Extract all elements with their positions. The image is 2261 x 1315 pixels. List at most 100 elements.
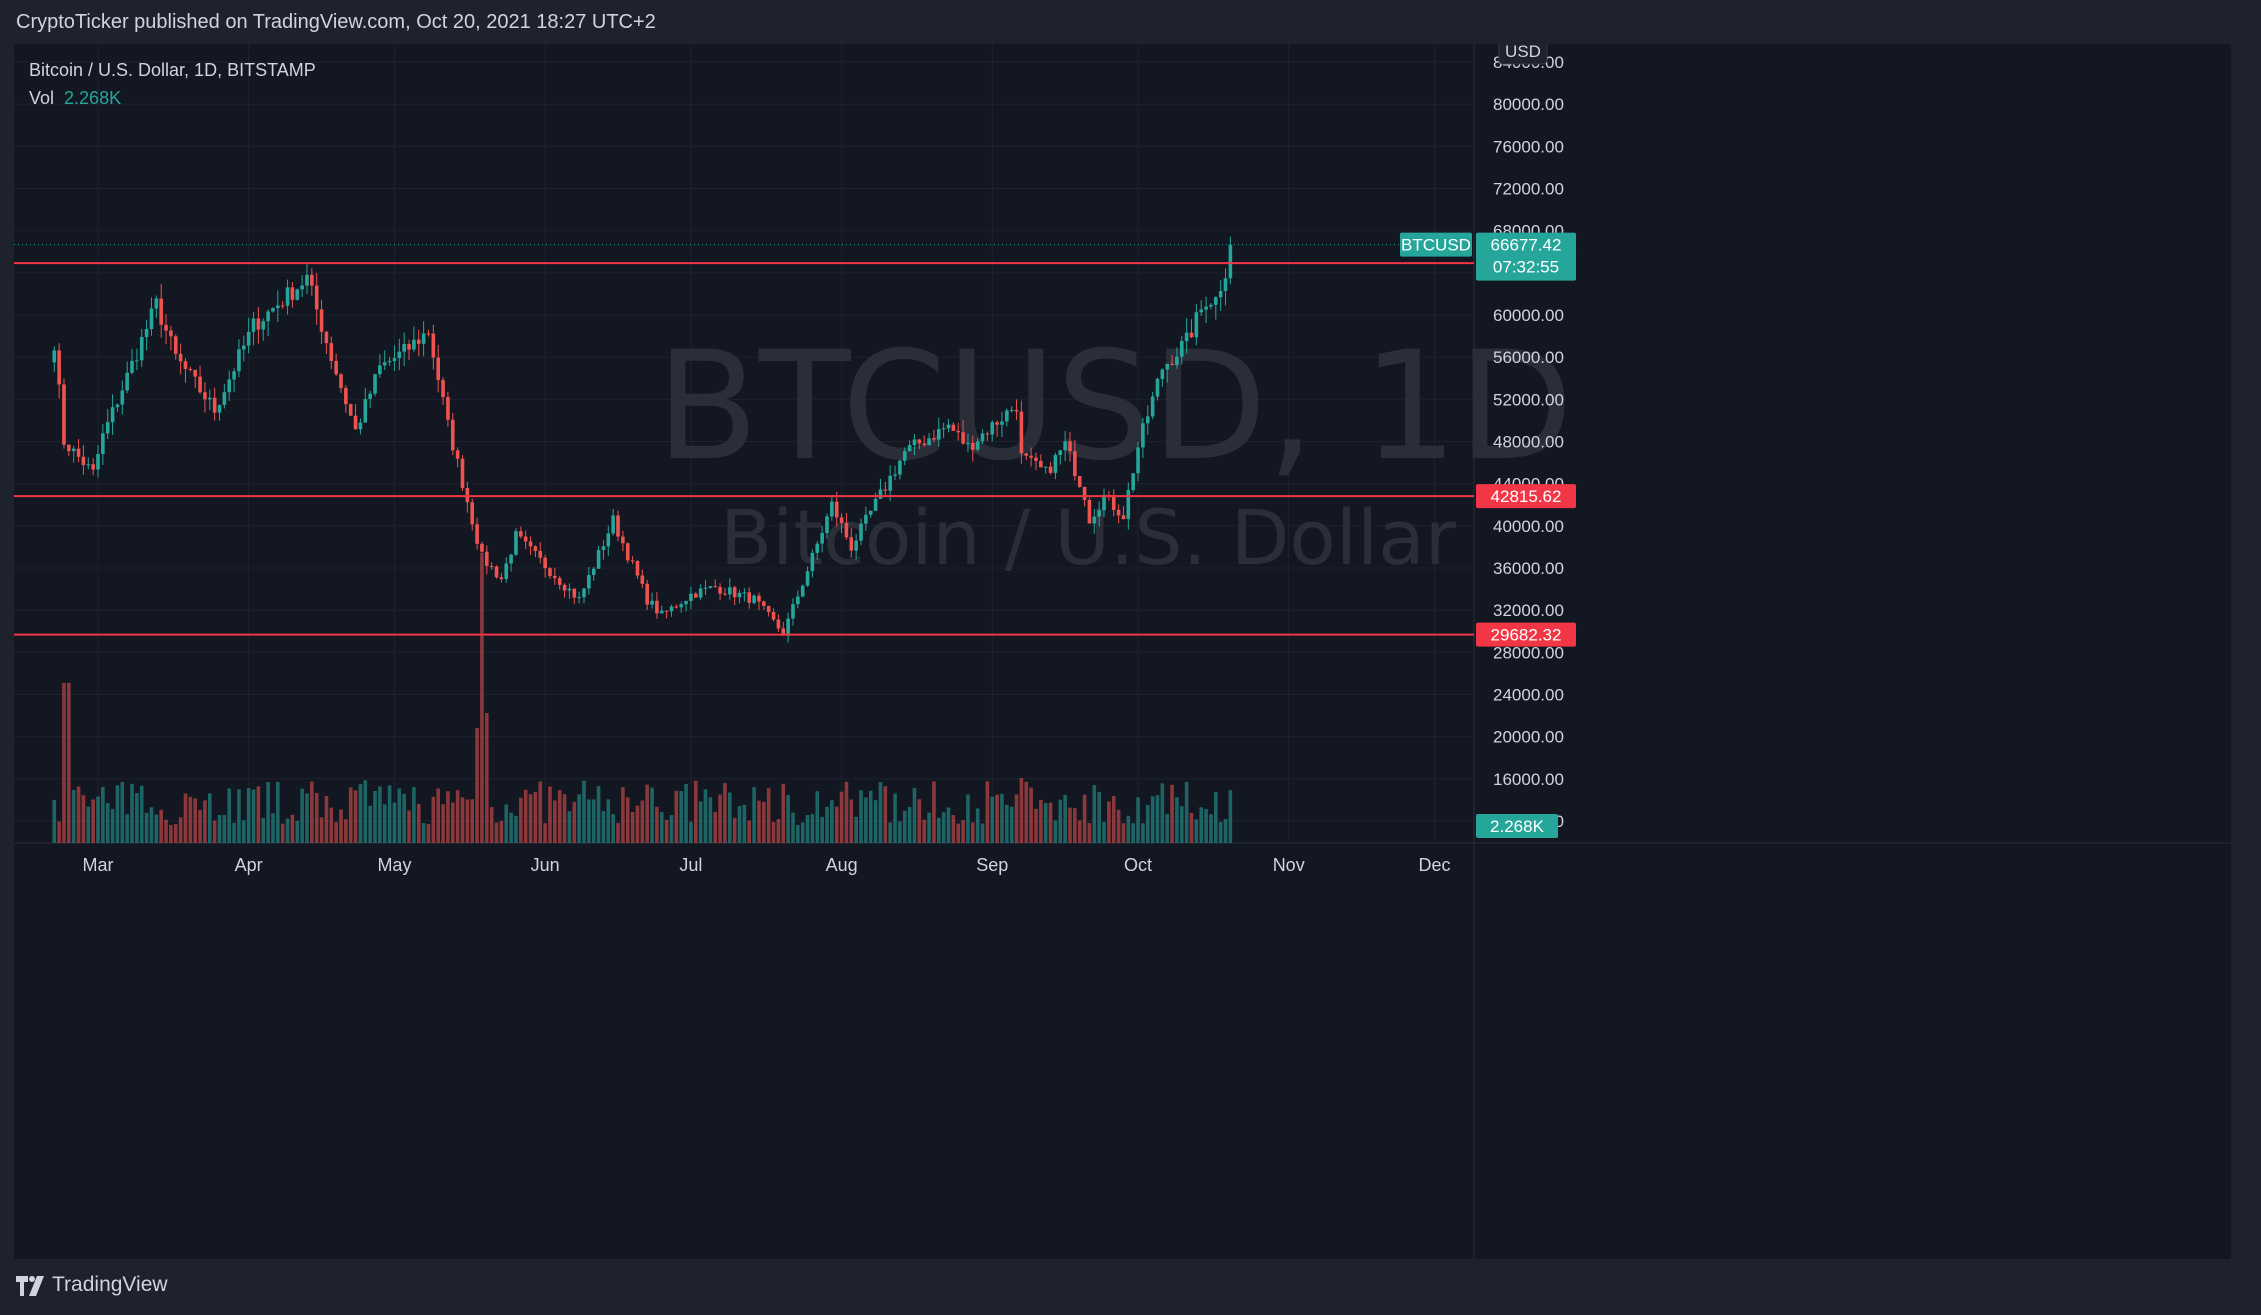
line-price-label: 29682.32 bbox=[1491, 626, 1562, 645]
volume-bar bbox=[1029, 787, 1033, 843]
candle-body bbox=[917, 439, 922, 444]
candle-body bbox=[985, 433, 990, 435]
volume-bar bbox=[480, 553, 484, 843]
volume-bar bbox=[300, 788, 304, 843]
volume-bar bbox=[689, 821, 693, 843]
volume-bar bbox=[402, 793, 406, 843]
volume-badge bbox=[1476, 814, 1558, 838]
volume-bar bbox=[120, 782, 125, 843]
candle-body bbox=[1214, 297, 1218, 305]
volume-bar bbox=[76, 786, 81, 843]
price-tick-label: 20000.00 bbox=[1493, 728, 1564, 747]
volume-bar bbox=[1194, 819, 1199, 843]
month-label: Nov bbox=[1273, 855, 1305, 875]
month-label: Aug bbox=[826, 855, 858, 875]
candle-body bbox=[489, 565, 494, 567]
volume-bar bbox=[587, 799, 591, 843]
volume-bar bbox=[854, 816, 858, 843]
volume-bar bbox=[1073, 808, 1077, 843]
vol-value: 2.268K bbox=[64, 88, 122, 108]
candle-body bbox=[125, 372, 129, 391]
candle-body bbox=[465, 488, 470, 503]
chart-svg[interactable]: BTCUSD, 1D Bitcoin / U.S. Dollar 84000.0… bbox=[14, 44, 2231, 1259]
candle-body bbox=[713, 586, 718, 588]
volume-bar bbox=[664, 819, 669, 843]
candle-body bbox=[300, 285, 304, 290]
candle-body bbox=[52, 350, 57, 363]
volume-bar bbox=[1228, 790, 1233, 843]
candle-body bbox=[101, 433, 105, 455]
candle-body bbox=[1039, 460, 1043, 468]
volume-bar bbox=[1150, 796, 1155, 843]
volume-bar bbox=[844, 781, 849, 843]
candle-body bbox=[1092, 516, 1097, 524]
volume-bar bbox=[334, 822, 338, 843]
volume-bar bbox=[324, 795, 329, 843]
volume-bar bbox=[898, 821, 902, 843]
candle-body bbox=[1097, 510, 1101, 517]
volume-bar bbox=[805, 815, 810, 843]
candle-body bbox=[728, 587, 732, 595]
candle-body bbox=[232, 371, 236, 380]
candle-body bbox=[1141, 423, 1145, 448]
volume-bar bbox=[392, 802, 397, 843]
price-tick-label: 52000.00 bbox=[1493, 390, 1564, 409]
candle-body bbox=[664, 610, 669, 612]
volume-bar bbox=[1165, 814, 1169, 843]
candle-body bbox=[169, 330, 173, 337]
candle-body bbox=[912, 439, 917, 446]
volume-bar bbox=[1034, 808, 1038, 843]
candle-body bbox=[470, 502, 475, 525]
candle-body bbox=[528, 541, 533, 547]
candle-body bbox=[378, 365, 382, 375]
volume-series bbox=[52, 553, 1233, 843]
candle-body bbox=[460, 458, 465, 489]
volume-bar bbox=[71, 790, 76, 843]
volume-bar bbox=[416, 803, 421, 843]
candle-body bbox=[864, 514, 868, 524]
volume-bar bbox=[980, 823, 985, 843]
volume-bar bbox=[344, 819, 348, 843]
candle-body bbox=[1184, 332, 1189, 342]
volume-bar bbox=[237, 789, 241, 843]
volume-bar bbox=[538, 781, 543, 843]
tradingview-logo-icon[interactable] bbox=[16, 1274, 48, 1298]
volume-bar bbox=[946, 807, 951, 843]
volume-bar bbox=[329, 807, 334, 843]
volume-badge-label: 2.268K bbox=[1490, 817, 1545, 836]
chart-area[interactable]: BTCUSD, 1D Bitcoin / U.S. Dollar 84000.0… bbox=[14, 44, 2231, 1259]
volume-bar bbox=[616, 822, 620, 843]
candle-body bbox=[936, 429, 941, 440]
volume-bar bbox=[1199, 807, 1204, 843]
volume-bar bbox=[956, 823, 961, 843]
volume-bar bbox=[912, 788, 917, 843]
candle-body bbox=[392, 358, 397, 362]
candle-body bbox=[868, 510, 873, 515]
volume-bar bbox=[732, 817, 737, 843]
candle-body bbox=[732, 587, 737, 598]
price-tick-label: 32000.00 bbox=[1493, 601, 1564, 620]
volume-bar bbox=[990, 796, 995, 843]
candle-body bbox=[883, 489, 888, 491]
candle-body bbox=[324, 331, 329, 344]
candle-body bbox=[815, 543, 820, 553]
volume-bar bbox=[1204, 809, 1208, 843]
candle-body bbox=[446, 397, 450, 420]
tradingview-brand[interactable]: TradingView bbox=[52, 1273, 168, 1296]
volume-bar bbox=[1000, 793, 1004, 843]
candle-body bbox=[1005, 410, 1009, 422]
volume-bar bbox=[596, 786, 601, 843]
candle-body bbox=[684, 600, 688, 605]
candle-body bbox=[523, 536, 528, 542]
volume-bar bbox=[815, 791, 820, 843]
candle-body bbox=[246, 331, 251, 346]
candle-body bbox=[1218, 290, 1223, 298]
volume-bar bbox=[212, 820, 217, 843]
volume-bar bbox=[339, 809, 343, 843]
volume-bar bbox=[154, 814, 159, 843]
volume-bar bbox=[407, 810, 411, 843]
candle-body bbox=[62, 384, 66, 445]
watermark: BTCUSD, 1D Bitcoin / U.S. Dollar bbox=[656, 320, 1573, 582]
symbol-tag-label: BTCUSD bbox=[1401, 236, 1471, 255]
candle-body bbox=[596, 549, 601, 569]
